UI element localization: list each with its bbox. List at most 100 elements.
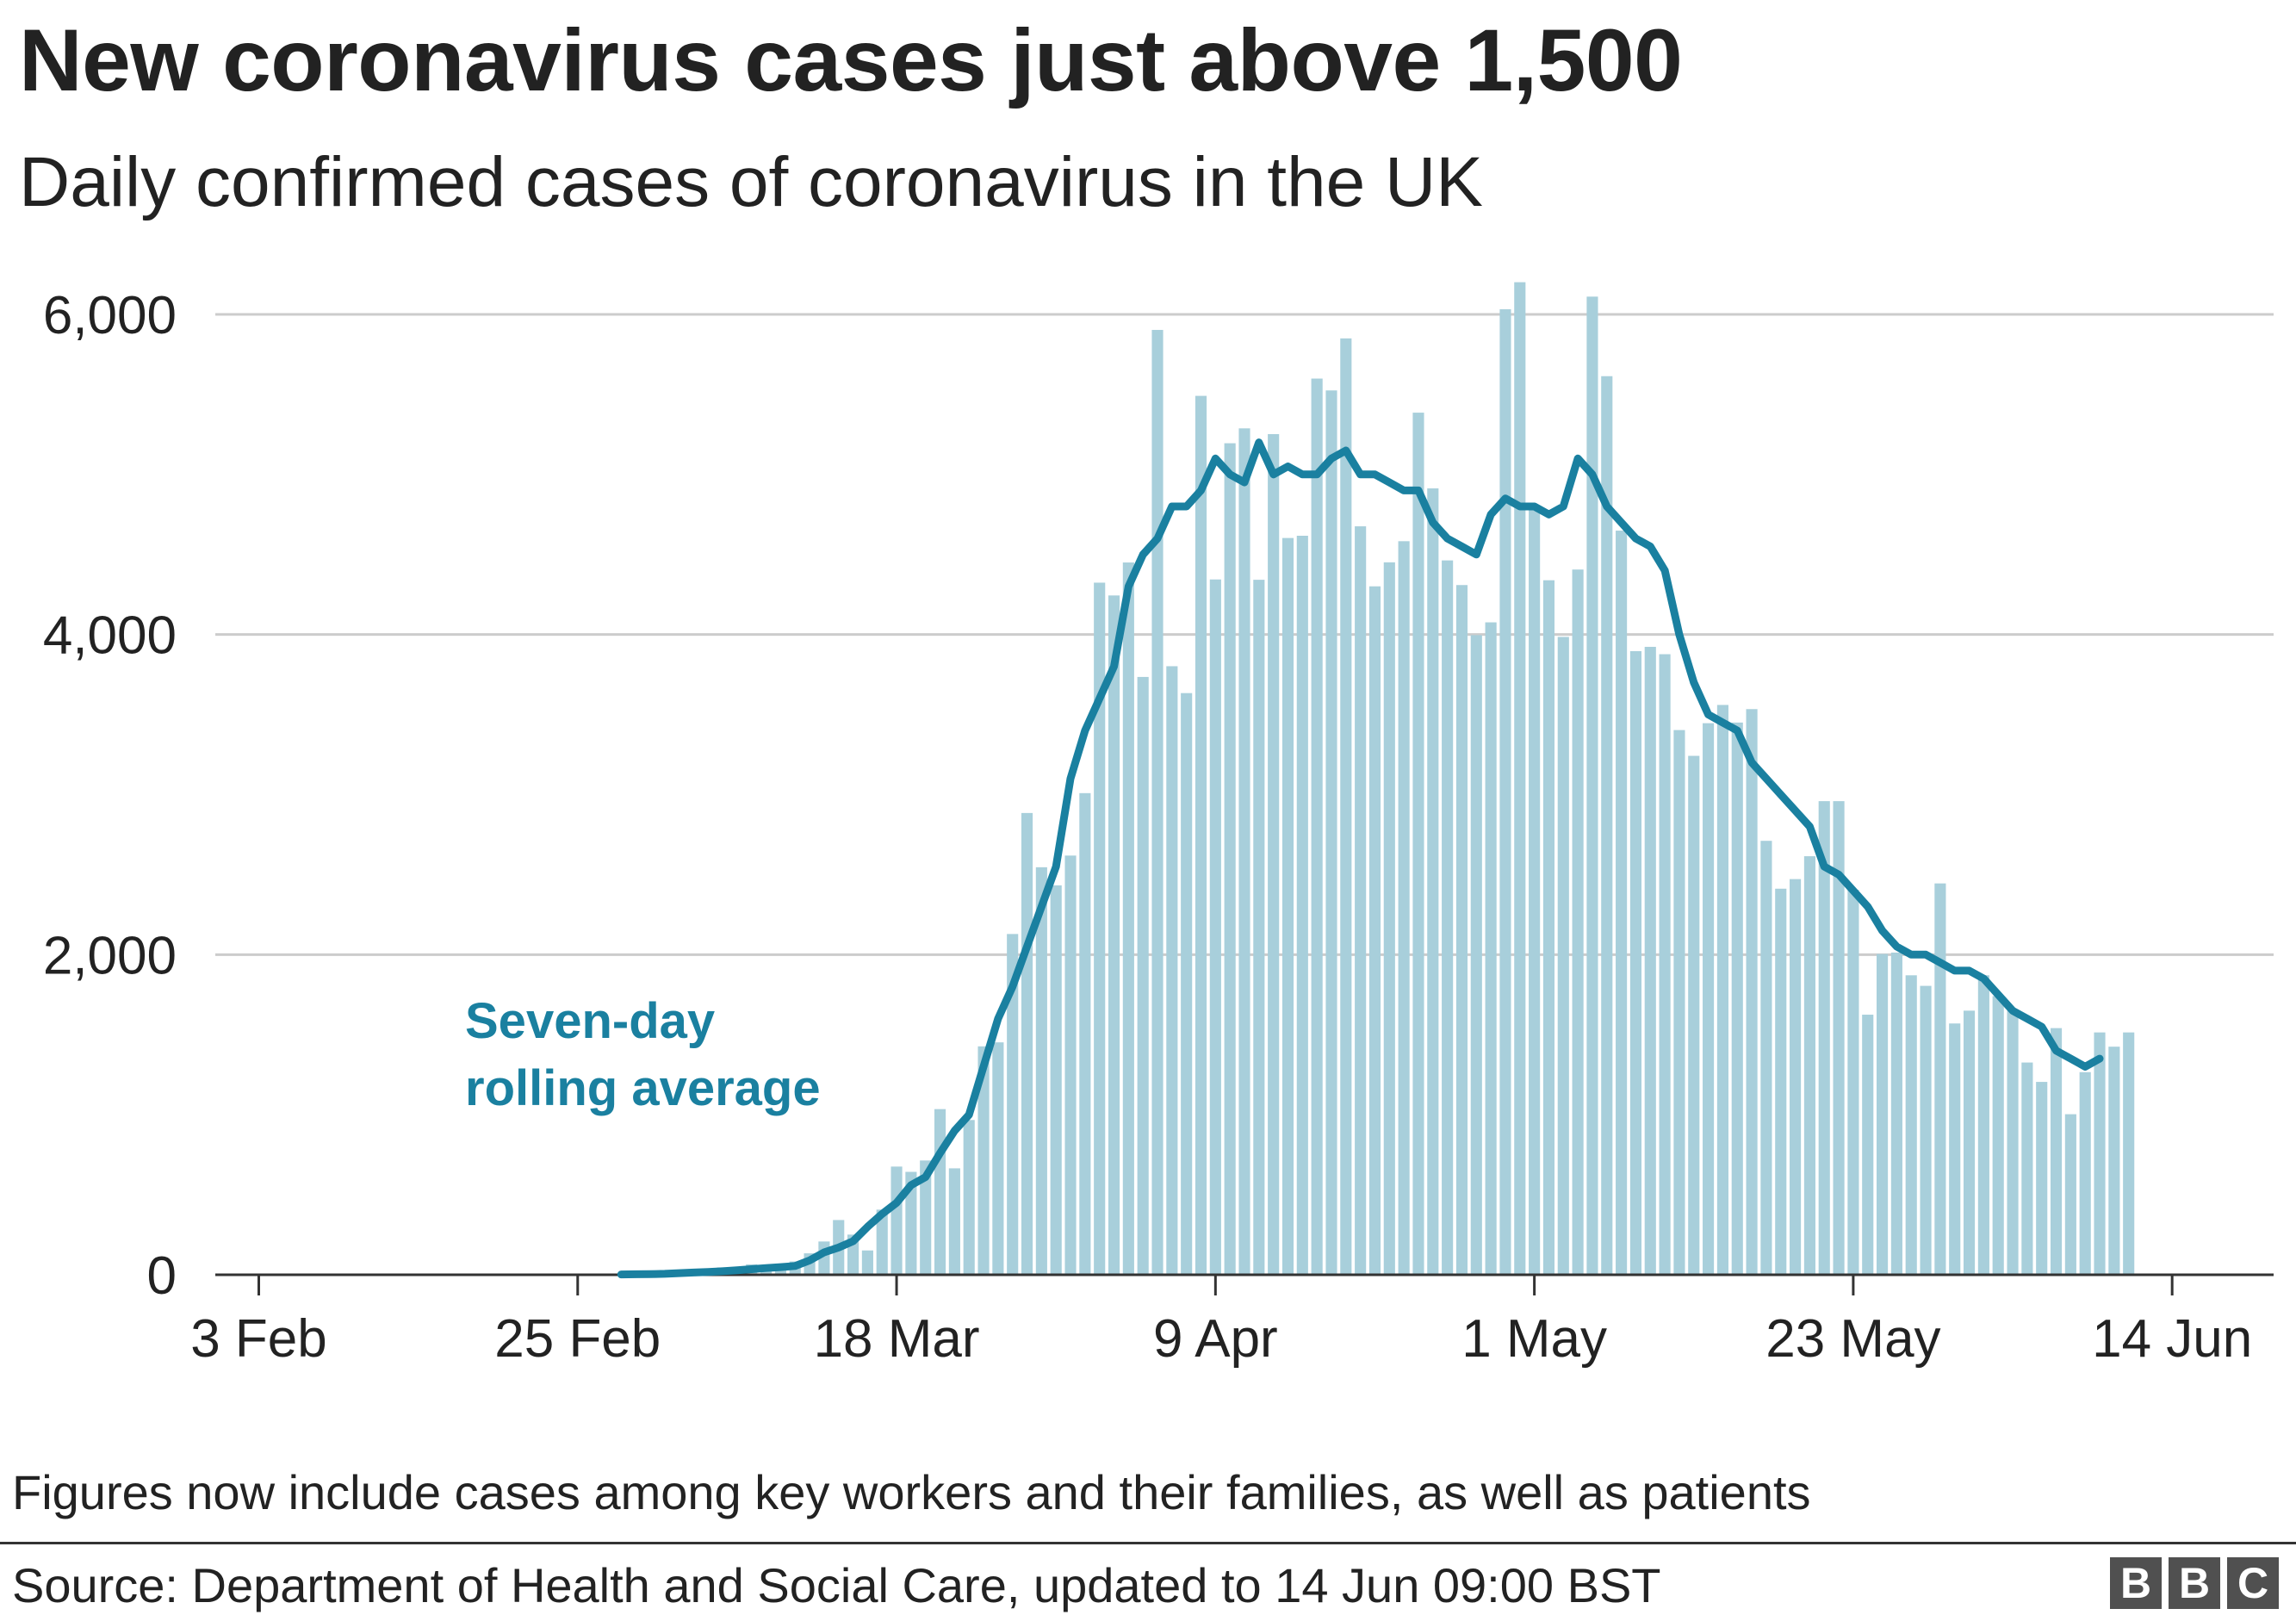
bar (2036, 1082, 2048, 1275)
rolling-average-line (617, 438, 2104, 1279)
bar (1746, 709, 1758, 1275)
bar (1181, 693, 1193, 1275)
bar (890, 1166, 903, 1275)
bar (1601, 376, 1613, 1275)
bar (1268, 434, 1280, 1276)
bar (1499, 309, 1511, 1275)
y-tick-label: 2,000 (43, 926, 177, 985)
bar (1355, 526, 1367, 1275)
rolling-average-series (617, 438, 2104, 1279)
bar (1862, 1015, 1874, 1275)
bar (1977, 975, 1989, 1275)
bar (876, 1209, 888, 1275)
bar (1079, 792, 1091, 1275)
bar (1586, 296, 1598, 1275)
chart-note: Figures now include cases among key work… (12, 1465, 1811, 1519)
bar (1616, 531, 1628, 1275)
rolling-average-annotation-line-2: rolling average (465, 1060, 821, 1116)
bar (1644, 646, 1656, 1275)
bar (1557, 637, 1569, 1275)
bar (1224, 443, 1236, 1275)
bar (1703, 723, 1715, 1275)
bar (1195, 395, 1207, 1275)
bar (1629, 650, 1642, 1275)
footer-divider (0, 1542, 2296, 1544)
y-tick-label: 6,000 (43, 286, 177, 345)
bar (2007, 1010, 2019, 1275)
bar (1007, 934, 1019, 1275)
x-tick-label: 1 May (1461, 1309, 1607, 1369)
bar (1050, 885, 1062, 1275)
bar (1890, 952, 1902, 1275)
x-tick-label: 3 Feb (190, 1309, 327, 1369)
bar (1296, 536, 1308, 1275)
bar (1398, 541, 1410, 1275)
bar (1963, 1010, 1976, 1275)
bar (1122, 562, 1134, 1275)
bar (1992, 996, 2004, 1275)
bar (1934, 883, 1946, 1275)
bar (1514, 282, 1526, 1276)
source-text: Source: Department of Health and Social … (12, 1558, 1661, 1612)
bar (1905, 975, 1917, 1275)
bar (1166, 666, 1178, 1275)
bar (1108, 595, 1120, 1275)
y-tick-label: 0 (147, 1246, 177, 1306)
bar (1340, 338, 1352, 1275)
bar (2079, 1071, 2091, 1275)
bar (992, 1042, 1004, 1275)
bar (2064, 1114, 2076, 1275)
bar (1064, 855, 1077, 1275)
bar-series (644, 282, 2135, 1276)
bar (1427, 488, 1439, 1275)
bar (1455, 585, 1468, 1275)
bar (977, 1046, 990, 1275)
bar (905, 1171, 917, 1275)
y-tick-label: 4,000 (43, 606, 177, 666)
bbc-logo-letter: C (2227, 1557, 2279, 1609)
bar (1731, 722, 1743, 1275)
chart-subtitle: Daily confirmed cases of coronavirus in … (19, 143, 1483, 221)
bar (1137, 676, 1149, 1275)
bar (1760, 841, 1772, 1275)
bar (1847, 890, 1859, 1275)
bar (1442, 560, 1454, 1275)
bbc-logo: B B C (2110, 1557, 2279, 1609)
bar (1311, 378, 1323, 1275)
chart: 0 2,000 4,000 6,000 3 Feb 25 Feb 18 Mar 9 Apr 1 … (43, 282, 2274, 1369)
bar (1949, 1023, 1961, 1275)
bar (2108, 1047, 2120, 1275)
bar (1021, 812, 1033, 1275)
bar (861, 1250, 873, 1275)
x-tick-label: 23 May (1765, 1309, 1940, 1369)
rolling-average-annotation-line-1: Seven-day (465, 993, 715, 1049)
bar (934, 1109, 946, 1275)
bar (1803, 856, 1815, 1275)
bar (1716, 705, 1728, 1275)
bar (1238, 428, 1250, 1275)
bar (948, 1168, 960, 1275)
bar (1368, 586, 1381, 1275)
bar (1470, 635, 1482, 1275)
bar (1920, 985, 1932, 1275)
bar (1209, 579, 1221, 1275)
bar (1151, 330, 1164, 1275)
x-tick-label: 18 Mar (814, 1309, 980, 1369)
bar (1790, 879, 1802, 1275)
bar (1876, 953, 1889, 1275)
bar (1688, 755, 1700, 1275)
x-axis (215, 1273, 2274, 1295)
bar (1833, 801, 1845, 1275)
bar (1775, 888, 1787, 1275)
bar (1818, 801, 1830, 1275)
x-tick-label: 14 Jun (2092, 1309, 2252, 1369)
bbc-logo-letter: B (2110, 1557, 2162, 1609)
bar (1659, 654, 1671, 1275)
chart-title: New coronavirus cases just above 1,500 (19, 11, 1683, 109)
x-tick-label: 9 Apr (1153, 1309, 1278, 1369)
bar (1572, 569, 1584, 1275)
bar (963, 1120, 975, 1275)
axis-labels: 0 2,000 4,000 6,000 3 Feb 25 Feb 18 Mar 9 Apr 1 … (43, 286, 2252, 1369)
bar (1412, 413, 1424, 1275)
bar (1673, 730, 1685, 1275)
